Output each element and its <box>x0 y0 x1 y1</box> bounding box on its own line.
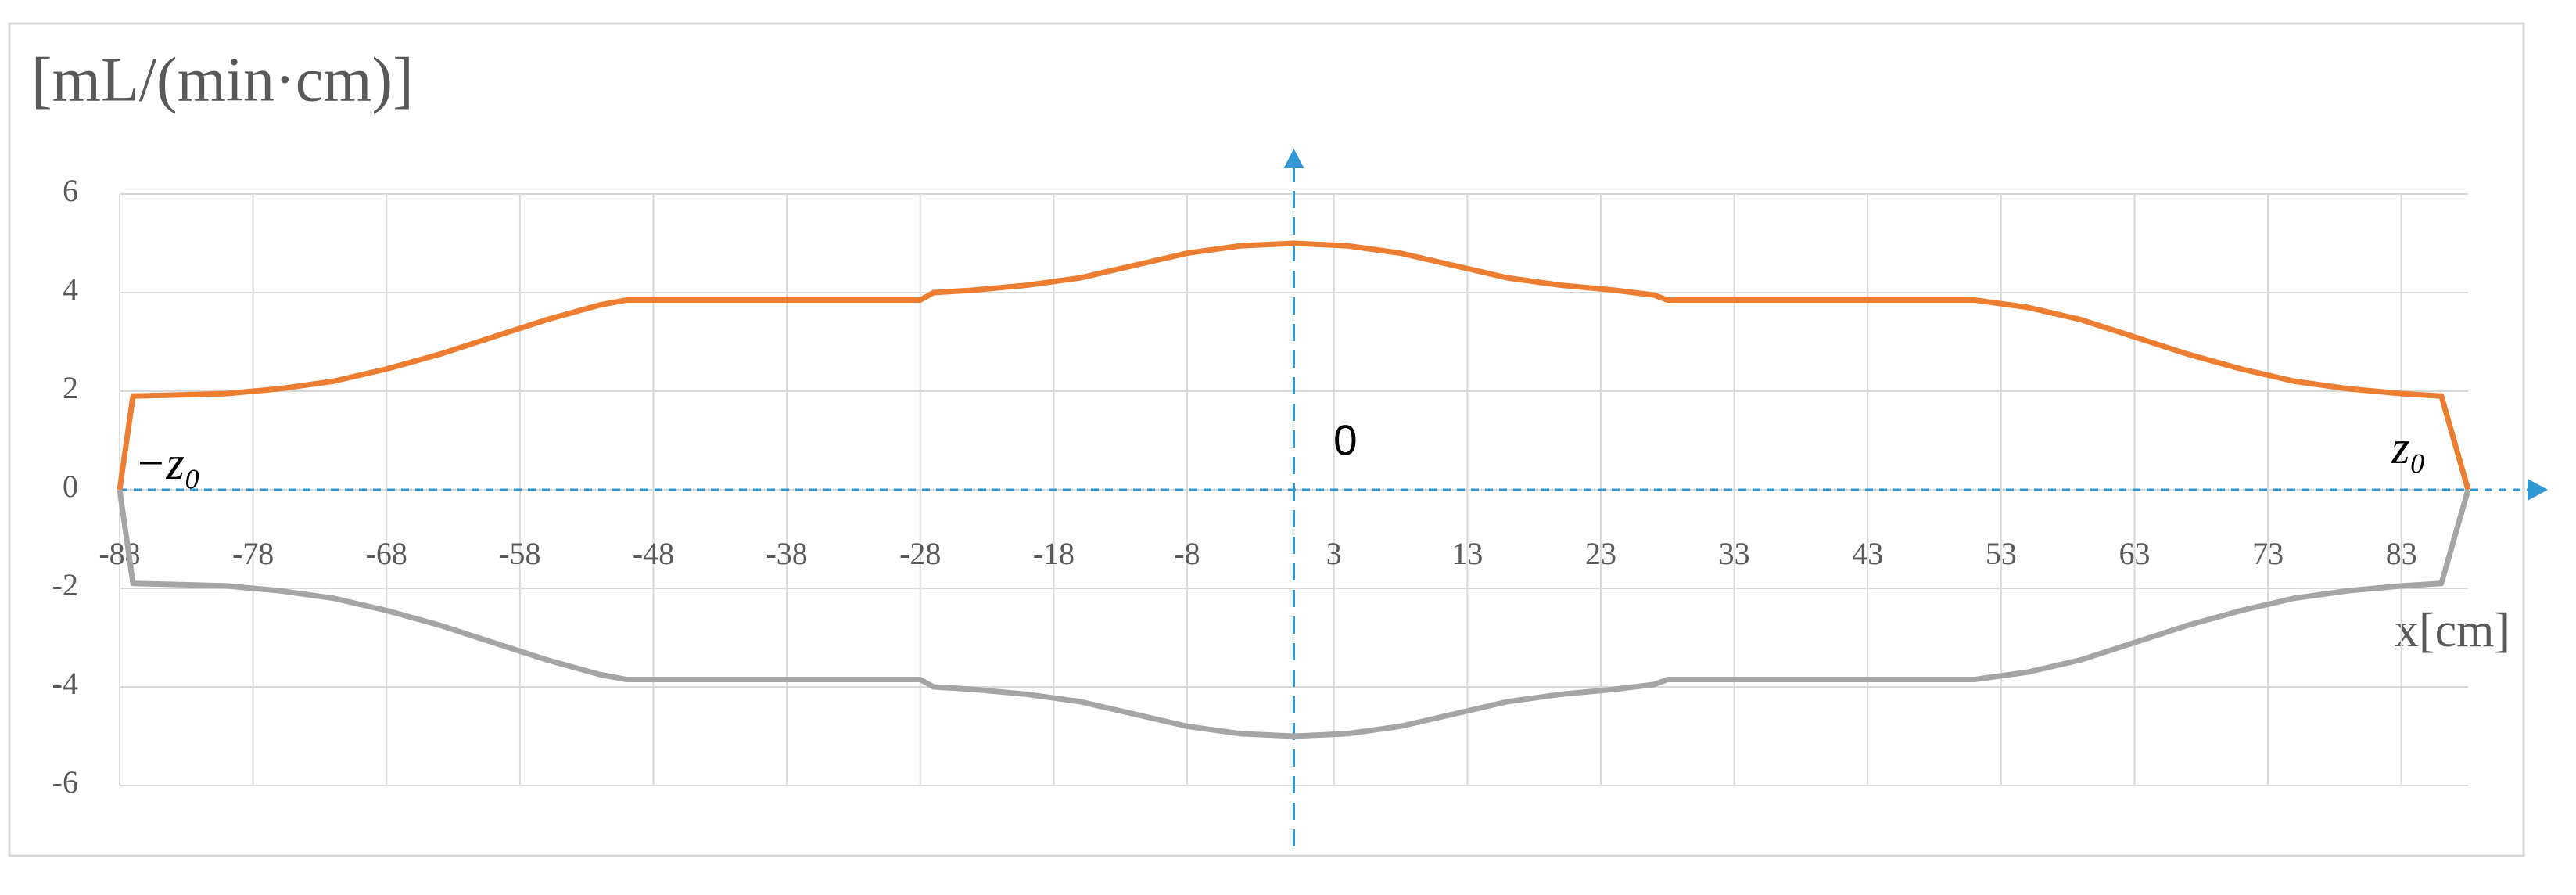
annotation: −z₀ <box>135 437 201 489</box>
y-tick-label: 6 <box>63 173 78 208</box>
x-tick-label: 33 <box>1719 536 1750 571</box>
annotation: 0 <box>1333 416 1358 465</box>
x-tick-label: -48 <box>633 536 674 571</box>
y-tick-label: -6 <box>52 764 78 800</box>
x-tick-label: 13 <box>1451 536 1483 571</box>
x-tick-label: -78 <box>232 536 274 571</box>
y-tick-label: -4 <box>52 666 78 701</box>
x-tick-label: -58 <box>499 536 540 571</box>
x-tick-label: -28 <box>899 536 941 571</box>
x-tick-label: 73 <box>2252 536 2284 571</box>
y-tick-label: 0 <box>63 469 78 504</box>
x-tick-label: -18 <box>1033 536 1075 571</box>
x-axis-arrow <box>2528 479 2548 501</box>
y-tick-label: -2 <box>52 567 78 602</box>
x-tick-label: 53 <box>1986 536 2017 571</box>
x-tick-label: 23 <box>1585 536 1616 571</box>
x-tick-label: -88 <box>99 536 140 571</box>
x-tick-label: -68 <box>366 536 407 571</box>
y-tick-label: 4 <box>63 271 78 307</box>
x-tick-label: 63 <box>2119 536 2150 571</box>
series-line <box>117 489 2471 739</box>
y-tick-label: 2 <box>63 370 78 405</box>
x-tick-label: 83 <box>2386 536 2417 571</box>
x-tick-label: 3 <box>1326 536 1342 571</box>
x-tick-label: 43 <box>1852 536 1883 571</box>
x-axis-label: x[cm] <box>2395 604 2510 657</box>
x-tick-label: -8 <box>1174 536 1200 571</box>
x-tick-label: -38 <box>766 536 807 571</box>
annotation: z₀ <box>2391 422 2426 473</box>
y-axis-label: [mL/(min·cm)] <box>31 45 414 114</box>
series-line <box>117 240 2471 491</box>
chart-border <box>8 22 2525 857</box>
y-axis-arrow <box>1283 149 1304 168</box>
